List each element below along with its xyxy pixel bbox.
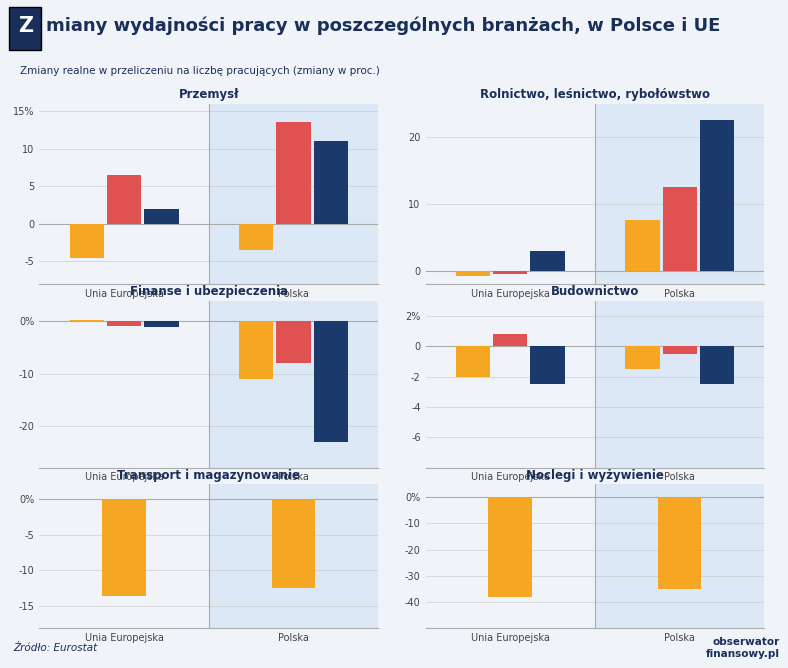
Bar [144,208,179,224]
Text: Źródło: Eurostat: Źródło: Eurostat [13,643,97,653]
Bar [700,346,734,384]
Text: obserwator
finansowy.pl: obserwator finansowy.pl [706,637,779,659]
Bar [663,187,697,271]
Title: Noclegi i wyżywienie: Noclegi i wyżywienie [526,469,663,482]
Bar [272,498,315,589]
Bar [314,321,348,442]
Title: Budownictwo: Budownictwo [551,285,639,298]
FancyBboxPatch shape [9,7,41,50]
Bar [144,321,179,327]
Title: Finanse i ubezpieczenia: Finanse i ubezpieczenia [130,285,288,298]
Legend: 2020 r. wobec 2019 r., 2021 r. wobec 2020 r., 2021 r. wobec 2019 r.: 2020 r. wobec 2019 r., 2021 r. wobec 202… [42,521,376,530]
Text: miany wydajności pracy w poszczególnych branżach, w Polsce i UE: miany wydajności pracy w poszczególnych … [46,17,720,35]
Bar [209,301,378,468]
Bar [530,250,565,271]
Bar [595,104,764,284]
Bar [530,346,565,384]
Bar [69,320,104,321]
Legend: 2020 r. wobec 2019 r., 2021 r. wobec 2020 r., 2021 r. wobec 2019 r.: 2020 r. wobec 2019 r., 2021 r. wobec 202… [428,521,762,530]
Bar [658,498,701,589]
Bar [493,271,527,274]
Bar [314,141,348,224]
Bar [700,120,734,271]
Bar [663,346,697,354]
Bar [102,498,146,596]
Bar [69,224,104,258]
Text: Z: Z [17,16,33,36]
Text: Zmiany realne w przeliczeniu na liczbę pracujących (zmiany w proc.): Zmiany realne w przeliczeniu na liczbę p… [20,66,380,76]
Bar [595,484,764,628]
Bar [239,321,273,379]
Bar [277,122,310,224]
Legend: 2020 r. wobec 2019 r., 2021 r. wobec 2020 r., 2021 r. wobec 2019 r.: 2020 r. wobec 2019 r., 2021 r. wobec 202… [428,343,762,352]
Legend: 2020 r. wobec 2019 r., 2021 r. wobec 2020 r., 2021 r. wobec 2019 r.: 2020 r. wobec 2019 r., 2021 r. wobec 202… [42,343,376,352]
Bar [277,321,310,363]
Bar [209,484,378,628]
Bar [493,334,527,346]
Bar [239,224,273,250]
Bar [595,301,764,468]
Bar [625,346,660,369]
Bar [625,220,660,271]
Bar [107,321,141,325]
Title: Rolnictwo, leśnictwo, rybołówstwo: Rolnictwo, leśnictwo, rybołówstwo [480,88,710,101]
Bar [455,271,490,276]
Bar [107,175,141,224]
Bar [455,346,490,377]
Bar [209,104,378,284]
Bar [489,498,532,597]
Title: Transport i magazynowanie: Transport i magazynowanie [117,469,300,482]
Title: Przemysł: Przemysł [179,88,239,101]
